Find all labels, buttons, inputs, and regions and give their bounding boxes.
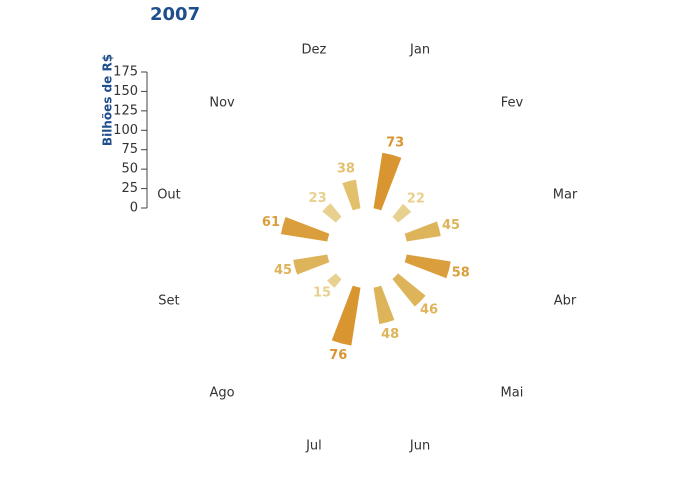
r-tick-label: 0 <box>130 201 138 216</box>
bar <box>372 285 396 325</box>
bar <box>404 253 452 279</box>
bar <box>341 179 362 211</box>
bar <box>391 272 427 308</box>
value-label: 76 <box>329 348 347 363</box>
bar <box>321 202 343 224</box>
r-tick-label: 75 <box>121 142 138 157</box>
value-label: 15 <box>313 286 331 301</box>
category-label: Mar <box>553 187 578 202</box>
category-label: Jan <box>409 42 430 57</box>
category-label: Abr <box>554 294 577 309</box>
value-label: 22 <box>407 192 425 207</box>
value-label: 45 <box>274 263 292 278</box>
bar <box>292 253 330 276</box>
bar <box>404 220 442 243</box>
value-label: 38 <box>337 162 355 177</box>
value-label: 23 <box>309 191 327 206</box>
category-label: Mai <box>501 385 524 400</box>
r-tick-label: 175 <box>113 65 138 80</box>
category-label: Nov <box>209 96 235 111</box>
category-label: Set <box>158 294 179 309</box>
value-label: 73 <box>386 135 404 150</box>
chart-title: 2007 <box>150 4 200 25</box>
r-tick-label: 150 <box>113 84 138 99</box>
value-label: 61 <box>262 215 280 230</box>
bar <box>326 272 343 289</box>
bar <box>331 285 362 347</box>
value-label: 48 <box>381 327 399 342</box>
r-tick-label: 50 <box>121 162 138 177</box>
r-tick-label: 100 <box>113 123 138 138</box>
bar <box>372 152 402 211</box>
bar <box>280 216 330 243</box>
category-label: Out <box>157 187 181 202</box>
bar <box>391 203 412 224</box>
value-label: 58 <box>452 266 470 281</box>
r-tick-label: 125 <box>113 103 138 118</box>
category-label: Jun <box>409 439 430 454</box>
value-label: 46 <box>420 303 438 318</box>
category-label: Fev <box>501 96 524 111</box>
r-tick-label: 25 <box>121 181 138 196</box>
category-label: Ago <box>209 385 234 400</box>
category-label: Dez <box>302 42 327 57</box>
category-label: Jul <box>305 439 322 454</box>
axis-title: Bilhões de R$ <box>101 54 115 146</box>
value-label: 45 <box>442 218 460 233</box>
